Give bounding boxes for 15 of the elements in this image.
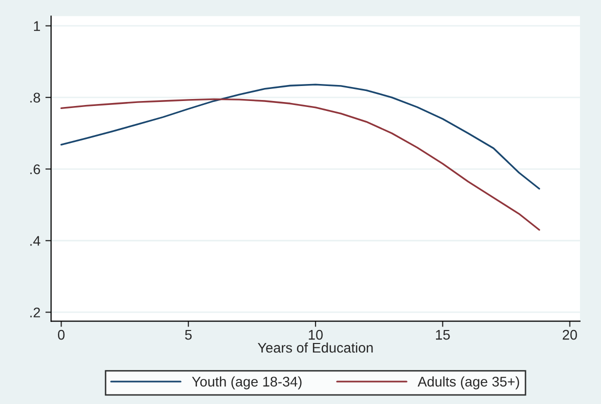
y-tick-label: 1 [34, 21, 40, 31]
y-tick-label: .2 [30, 308, 40, 318]
line-series [60, 98, 540, 231]
x-tick-label: 20 [562, 330, 577, 340]
y-tick-label: .6 [30, 164, 40, 174]
x-tick-label: 15 [436, 330, 450, 340]
y-tick-label: .4 [30, 236, 40, 246]
x-tick-label: 5 [185, 330, 192, 340]
legend-label: Youth (age 18-34) [192, 376, 302, 390]
y-tick-label: .8 [30, 92, 40, 103]
legend-label: Adults (age 35+) [418, 376, 520, 390]
line-series [60, 84, 540, 190]
x-tick-label: 0 [58, 330, 65, 340]
x-axis-title: Years of Education [258, 342, 373, 353]
x-tick-label: 10 [308, 330, 323, 340]
